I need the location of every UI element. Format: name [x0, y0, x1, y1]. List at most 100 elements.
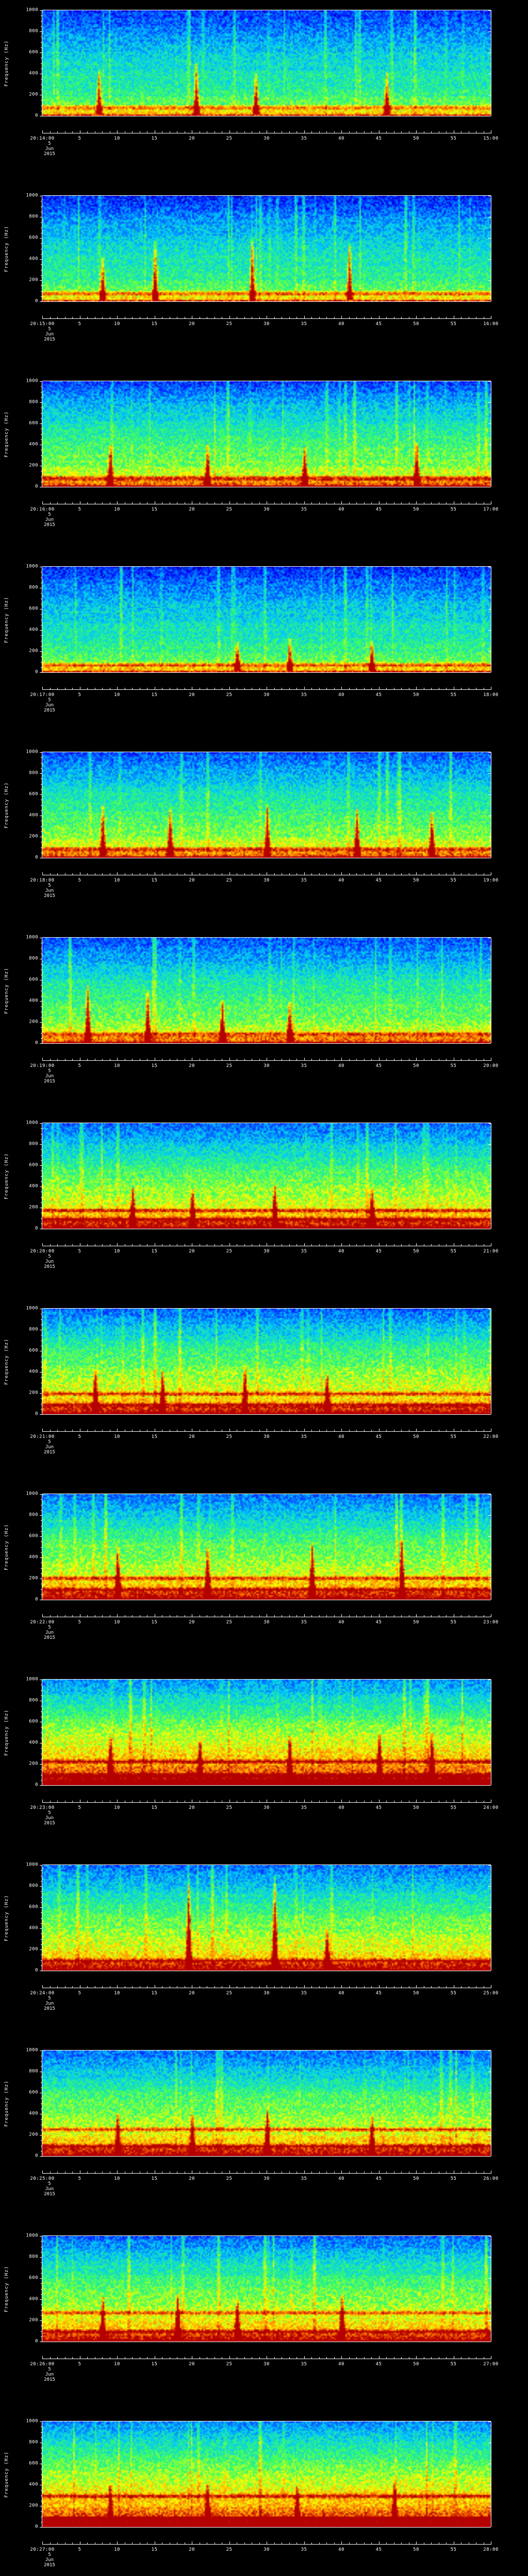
x-minor-tick	[356, 1801, 357, 1803]
x-minor-tick	[72, 873, 73, 875]
x-minor-tick	[289, 131, 290, 133]
y-tick-mark-right	[488, 1536, 491, 1537]
x-minor-tick	[274, 1615, 275, 1617]
y-axis: Frequency (Hz) 0 200 400 600 800 1000	[0, 1306, 42, 1416]
x-minor-tick	[289, 1244, 290, 1246]
spectrogram-image	[42, 1680, 491, 1785]
x-minor-tick	[349, 1059, 350, 1061]
x-minor-tick	[296, 873, 297, 875]
x-minor-tick	[289, 2172, 290, 2174]
x-tick-label: 20	[189, 1063, 195, 1069]
x-tick-label: 40	[338, 321, 344, 327]
x-tick-label: 20:24:00	[30, 1991, 55, 1996]
x-minor-tick	[386, 317, 387, 319]
date-stack-line: Jun	[45, 2372, 54, 2377]
x-minor-tick	[401, 2172, 402, 2174]
x-tick-mark	[229, 2541, 230, 2545]
y-minor-tick	[41, 1568, 42, 1569]
x-minor-tick	[132, 1244, 133, 1246]
x-tick-mark	[229, 2356, 230, 2359]
x-tick-label: 35	[301, 136, 307, 141]
x-minor-tick	[57, 131, 58, 133]
x-minor-tick	[349, 1986, 350, 1988]
x-minor-tick	[431, 317, 432, 319]
x-minor-tick	[289, 1615, 290, 1617]
y-axis-label: Frequency (Hz)	[4, 2451, 9, 2498]
x-minor-tick	[274, 2543, 275, 2545]
y-tick-label: 0	[35, 855, 38, 860]
x-tick-label: 25:00	[483, 1991, 499, 1996]
x-minor-tick	[386, 688, 387, 690]
y-minor-tick	[41, 392, 42, 393]
x-minor-tick	[274, 317, 275, 319]
x-tick-mark	[416, 1058, 417, 1061]
date-stack-line: Jun	[45, 332, 54, 337]
y-tick-mark-right	[488, 402, 491, 403]
x-minor-tick	[132, 688, 133, 690]
x-minor-tick	[244, 131, 245, 133]
x-tick-label: 30	[263, 1805, 270, 1810]
x-tick-label: 50	[413, 1620, 419, 1625]
x-minor-tick	[431, 2172, 432, 2174]
y-tick-label: 1000	[26, 1862, 38, 1868]
x-minor-tick	[289, 1986, 290, 1988]
date-stack-line: 5	[48, 2367, 51, 2372]
y-tick-mark-right	[488, 259, 491, 260]
x-tick-mark	[378, 872, 380, 875]
y-minor-tick	[41, 26, 42, 27]
x-minor-tick	[431, 1430, 432, 1432]
x-tick-label: 30	[263, 507, 270, 512]
x-minor-tick	[446, 502, 447, 504]
y-minor-tick	[41, 264, 42, 265]
x-minor-tick	[87, 1615, 88, 1617]
x-tick-label: 55	[450, 1805, 457, 1810]
y-tick-label: 600	[29, 2275, 38, 2281]
x-minor-tick	[289, 1801, 290, 1803]
x-tick-label: 35	[301, 1805, 307, 1810]
x-minor-tick	[274, 2172, 275, 2174]
y-minor-tick	[41, 15, 42, 16]
date-stack-line: Jun	[45, 1259, 54, 1264]
x-tick-label: 15	[151, 2547, 158, 2552]
y-minor-tick	[41, 1531, 42, 1532]
x-minor-tick	[244, 317, 245, 319]
y-tick-mark-right	[488, 1886, 491, 1887]
spectrogram-canvas	[42, 567, 491, 672]
y-tick-label: 600	[29, 2090, 38, 2095]
x-minor-tick	[349, 2357, 350, 2359]
x-minor-tick	[319, 1986, 320, 1988]
x-tick-label: 35	[301, 878, 307, 883]
y-axis-label: Frequency (Hz)	[4, 1709, 9, 1756]
x-minor-tick	[371, 1986, 372, 1988]
x-minor-tick	[349, 502, 350, 504]
x-minor-tick	[334, 1615, 335, 1617]
y-tick-mark-right	[488, 1865, 491, 1866]
y-minor-tick	[41, 439, 42, 440]
x-tick-mark	[416, 872, 417, 875]
x-minor-tick	[364, 131, 365, 133]
x-tick-mark	[304, 872, 305, 875]
y-axis: Frequency (Hz) 0 200 400 600 800 1000	[0, 193, 42, 304]
x-minor-tick	[371, 873, 372, 875]
y-tick-label: 400	[29, 1554, 38, 1560]
x-minor-tick	[57, 1059, 58, 1061]
x-tick-label: 50	[413, 1991, 419, 1996]
y-minor-tick	[41, 646, 42, 647]
x-minor-tick	[72, 688, 73, 690]
x-tick-label: 30	[263, 1434, 270, 1439]
y-tick-label: 0	[35, 298, 38, 304]
x-minor-tick	[446, 1615, 447, 1617]
y-tick-mark	[40, 1536, 42, 1537]
y-minor-tick	[41, 2336, 42, 2337]
x-minor-tick	[401, 2357, 402, 2359]
x-minor-tick	[401, 1986, 402, 1988]
x-tick-mark	[341, 130, 342, 133]
y-tick-label: 600	[29, 235, 38, 241]
x-tick-label: 20	[189, 1805, 195, 1810]
date-stack: 5 Jun 2015	[44, 1069, 55, 1084]
x-minor-tick	[364, 1059, 365, 1061]
x-tick-label: 40	[338, 1249, 344, 1254]
y-tick-label: 200	[29, 277, 38, 283]
x-minor-tick	[72, 1615, 73, 1617]
x-tick-label: 25	[226, 2176, 233, 2181]
